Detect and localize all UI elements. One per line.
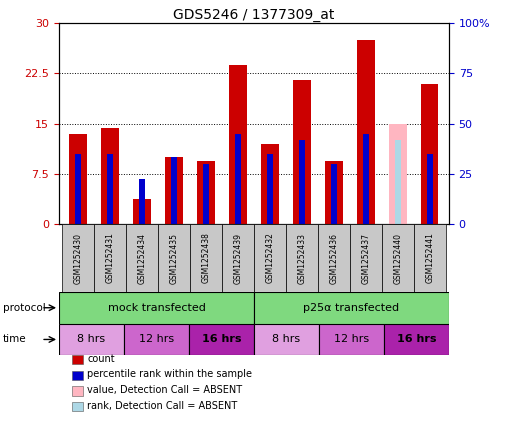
Text: GSM1252441: GSM1252441 xyxy=(425,233,434,283)
Bar xyxy=(222,224,254,292)
Bar xyxy=(102,129,119,224)
Bar xyxy=(363,134,369,224)
Bar xyxy=(75,154,81,224)
Bar xyxy=(59,324,124,355)
Bar xyxy=(299,140,305,224)
Text: GSM1252435: GSM1252435 xyxy=(169,233,179,283)
Title: GDS5246 / 1377309_at: GDS5246 / 1377309_at xyxy=(173,8,334,22)
Bar xyxy=(382,224,413,292)
Text: mock transfected: mock transfected xyxy=(108,303,205,313)
Text: GSM1252433: GSM1252433 xyxy=(298,233,306,283)
Bar xyxy=(94,224,126,292)
Text: percentile rank within the sample: percentile rank within the sample xyxy=(87,369,252,379)
Bar xyxy=(203,164,209,224)
Bar xyxy=(254,292,449,324)
Text: GSM1252437: GSM1252437 xyxy=(361,233,370,283)
Text: GSM1252431: GSM1252431 xyxy=(106,233,114,283)
Bar xyxy=(357,40,374,224)
Bar xyxy=(59,292,254,324)
Bar xyxy=(261,144,279,224)
Text: 12 hrs: 12 hrs xyxy=(334,335,369,344)
Bar xyxy=(319,324,384,355)
Text: GSM1252438: GSM1252438 xyxy=(202,233,210,283)
Text: rank, Detection Call = ABSENT: rank, Detection Call = ABSENT xyxy=(87,401,238,411)
Text: 12 hrs: 12 hrs xyxy=(139,335,174,344)
Bar xyxy=(293,80,311,224)
Bar xyxy=(124,324,189,355)
Text: GSM1252436: GSM1252436 xyxy=(329,233,339,283)
Text: value, Detection Call = ABSENT: value, Detection Call = ABSENT xyxy=(87,385,242,395)
Text: 16 hrs: 16 hrs xyxy=(202,335,241,344)
Bar xyxy=(267,154,273,224)
Bar xyxy=(62,224,94,292)
Bar xyxy=(133,199,151,224)
Bar xyxy=(318,224,350,292)
Bar xyxy=(165,157,183,224)
Text: 8 hrs: 8 hrs xyxy=(77,335,106,344)
Text: GSM1252430: GSM1252430 xyxy=(74,233,83,283)
Bar xyxy=(158,224,190,292)
Text: GSM1252434: GSM1252434 xyxy=(137,233,147,283)
Text: GSM1252440: GSM1252440 xyxy=(393,233,402,283)
Bar xyxy=(229,65,247,224)
Bar xyxy=(107,154,113,224)
Bar xyxy=(331,164,337,224)
Bar xyxy=(421,84,439,224)
Bar xyxy=(190,224,222,292)
Text: GSM1252439: GSM1252439 xyxy=(233,233,243,283)
Bar xyxy=(395,140,401,224)
Bar xyxy=(69,134,87,224)
Text: p25α transfected: p25α transfected xyxy=(303,303,400,313)
Text: GSM1252432: GSM1252432 xyxy=(265,233,274,283)
Text: 8 hrs: 8 hrs xyxy=(272,335,301,344)
Bar xyxy=(350,224,382,292)
Bar xyxy=(197,161,215,224)
Text: time: time xyxy=(3,335,26,344)
Bar xyxy=(254,224,286,292)
Bar xyxy=(413,224,446,292)
Bar xyxy=(384,324,449,355)
Bar xyxy=(389,124,406,224)
Text: 16 hrs: 16 hrs xyxy=(397,335,436,344)
Text: protocol: protocol xyxy=(3,303,45,313)
Bar xyxy=(171,157,177,224)
Bar xyxy=(235,134,241,224)
Bar xyxy=(286,224,318,292)
Bar xyxy=(254,324,319,355)
Bar xyxy=(189,324,254,355)
Bar xyxy=(427,154,432,224)
Bar xyxy=(139,179,145,224)
Bar xyxy=(126,224,158,292)
Text: count: count xyxy=(87,354,115,364)
Bar xyxy=(325,161,343,224)
